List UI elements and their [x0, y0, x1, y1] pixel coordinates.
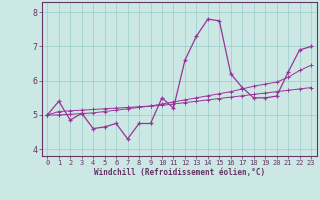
X-axis label: Windchill (Refroidissement éolien,°C): Windchill (Refroidissement éolien,°C) — [94, 168, 265, 177]
